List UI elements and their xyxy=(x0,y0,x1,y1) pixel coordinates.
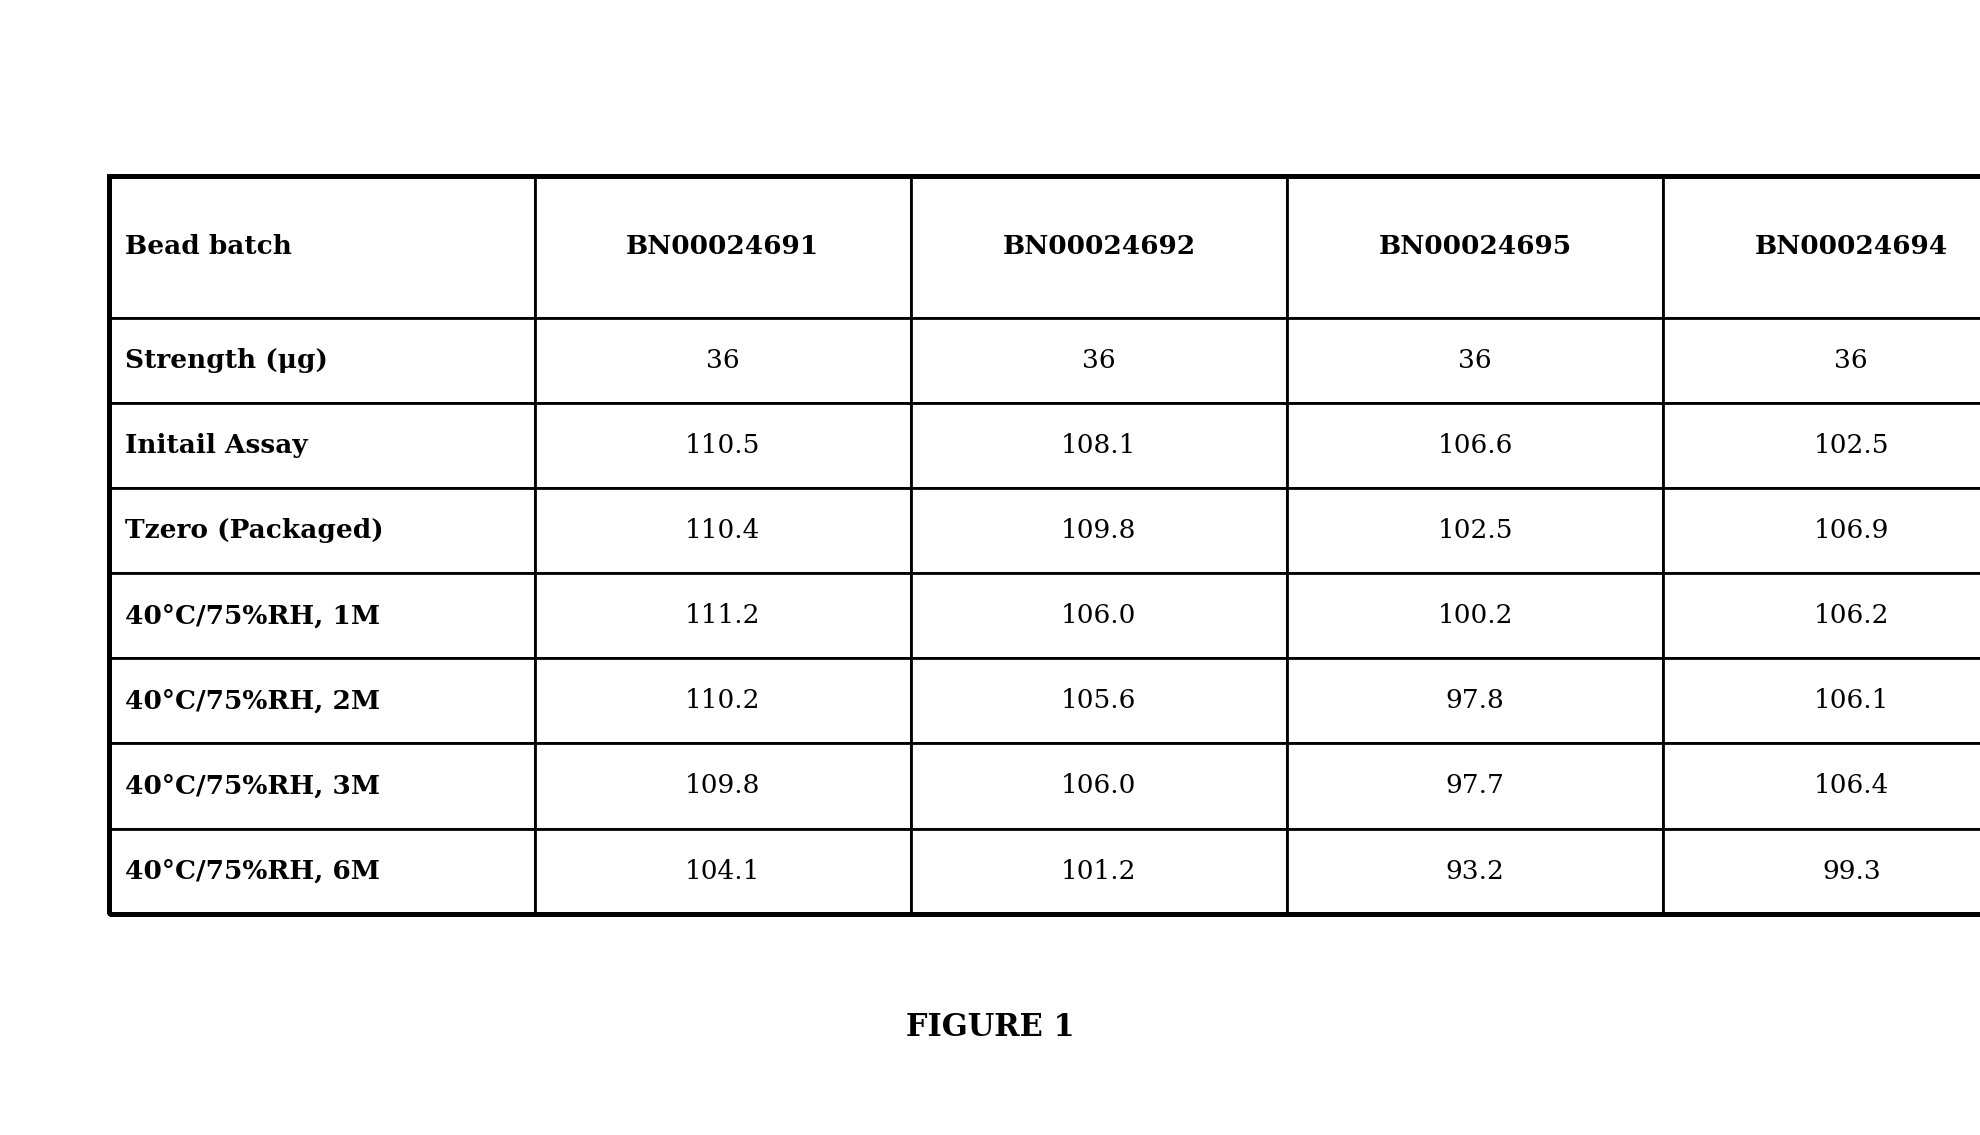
Bar xyxy=(1663,318,1980,403)
Bar xyxy=(109,743,535,829)
Text: 109.8: 109.8 xyxy=(1061,518,1137,544)
Bar xyxy=(911,658,1287,743)
Bar xyxy=(911,488,1287,573)
Bar xyxy=(911,403,1287,488)
Bar xyxy=(109,829,535,914)
Text: BN00024692: BN00024692 xyxy=(1002,234,1196,260)
Bar xyxy=(911,176,1287,318)
Text: 106.1: 106.1 xyxy=(1814,688,1889,714)
Text: 106.9: 106.9 xyxy=(1814,518,1889,544)
Bar xyxy=(1287,829,1663,914)
Text: 106.2: 106.2 xyxy=(1814,603,1889,629)
Bar xyxy=(535,488,911,573)
Text: 97.7: 97.7 xyxy=(1445,773,1505,799)
Text: 93.2: 93.2 xyxy=(1445,858,1505,884)
Bar xyxy=(911,829,1287,914)
Bar xyxy=(1287,573,1663,658)
Text: Initail Assay: Initail Assay xyxy=(125,432,307,459)
Text: Strength (μg): Strength (μg) xyxy=(125,347,327,373)
Text: 99.3: 99.3 xyxy=(1822,858,1881,884)
Text: FIGURE 1: FIGURE 1 xyxy=(905,1011,1075,1043)
Text: 106.0: 106.0 xyxy=(1061,773,1137,799)
Text: 36: 36 xyxy=(1459,347,1491,373)
Bar xyxy=(1287,403,1663,488)
Bar xyxy=(1663,743,1980,829)
Text: BN00024691: BN00024691 xyxy=(626,234,820,260)
Text: 102.5: 102.5 xyxy=(1814,432,1889,459)
Bar xyxy=(1663,658,1980,743)
Text: 104.1: 104.1 xyxy=(685,858,760,884)
Text: 100.2: 100.2 xyxy=(1437,603,1513,629)
Text: 40°C/75%RH, 6M: 40°C/75%RH, 6M xyxy=(125,858,380,884)
Bar xyxy=(109,403,535,488)
Bar xyxy=(535,743,911,829)
Bar xyxy=(911,318,1287,403)
Text: 110.5: 110.5 xyxy=(685,432,760,459)
Text: 106.6: 106.6 xyxy=(1437,432,1513,459)
Text: 110.4: 110.4 xyxy=(685,518,760,544)
Text: BN00024695: BN00024695 xyxy=(1378,234,1572,260)
Bar xyxy=(1663,829,1980,914)
Bar xyxy=(109,318,535,403)
Text: BN00024694: BN00024694 xyxy=(1754,234,1948,260)
Text: 101.2: 101.2 xyxy=(1061,858,1137,884)
Bar xyxy=(1663,176,1980,318)
Text: 36: 36 xyxy=(1835,347,1867,373)
Text: 40°C/75%RH, 3M: 40°C/75%RH, 3M xyxy=(125,773,380,799)
Text: Tzero (Packaged): Tzero (Packaged) xyxy=(125,518,384,544)
Bar xyxy=(1663,488,1980,573)
Bar xyxy=(535,658,911,743)
Text: 36: 36 xyxy=(707,347,739,373)
Text: 36: 36 xyxy=(1083,347,1115,373)
Text: 109.8: 109.8 xyxy=(685,773,760,799)
Text: 102.5: 102.5 xyxy=(1437,518,1513,544)
Bar xyxy=(1287,743,1663,829)
Text: 110.2: 110.2 xyxy=(685,688,760,714)
Bar xyxy=(1287,176,1663,318)
Text: 106.4: 106.4 xyxy=(1814,773,1889,799)
Bar xyxy=(109,176,535,318)
Bar xyxy=(1663,573,1980,658)
Text: 97.8: 97.8 xyxy=(1445,688,1505,714)
Text: 111.2: 111.2 xyxy=(685,603,760,629)
Bar xyxy=(535,176,911,318)
Bar xyxy=(535,573,911,658)
Text: 106.0: 106.0 xyxy=(1061,603,1137,629)
Bar xyxy=(109,573,535,658)
Bar xyxy=(911,743,1287,829)
Bar xyxy=(1663,403,1980,488)
Bar xyxy=(911,573,1287,658)
Bar xyxy=(109,176,1980,914)
Text: 40°C/75%RH, 1M: 40°C/75%RH, 1M xyxy=(125,603,380,629)
Text: 105.6: 105.6 xyxy=(1061,688,1137,714)
Bar xyxy=(109,658,535,743)
Bar xyxy=(109,488,535,573)
Text: 108.1: 108.1 xyxy=(1061,432,1137,459)
Text: Bead batch: Bead batch xyxy=(125,234,291,260)
Bar xyxy=(1287,318,1663,403)
Text: 40°C/75%RH, 2M: 40°C/75%RH, 2M xyxy=(125,688,380,714)
Bar xyxy=(1287,488,1663,573)
Bar xyxy=(535,829,911,914)
Bar xyxy=(1287,658,1663,743)
Bar xyxy=(535,318,911,403)
Bar xyxy=(535,403,911,488)
